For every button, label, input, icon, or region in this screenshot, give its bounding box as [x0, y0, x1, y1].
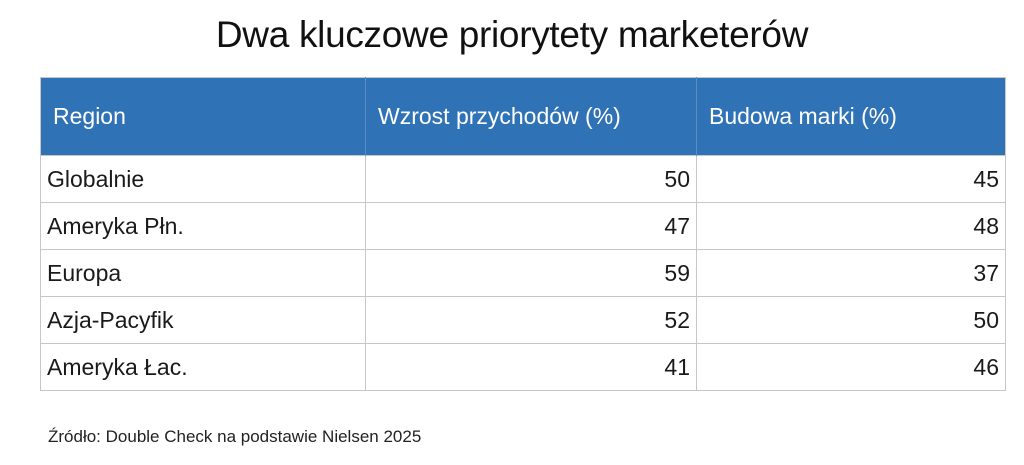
table-header-row: Region Wzrost przychodów (%) Budowa mark…: [40, 77, 1006, 156]
chart-title: Dwa kluczowe priorytety marketerów: [215, 14, 809, 55]
table-row: Ameryka Płn. 47 48: [40, 202, 1006, 250]
revenue-growth-cell: 50: [365, 155, 697, 203]
region-cell: Europa: [40, 249, 366, 297]
table-row: Europa 59 37: [40, 249, 1006, 297]
brand-building-cell: 46: [696, 343, 1006, 391]
region-cell: Ameryka Płn.: [40, 202, 366, 250]
priorities-table: Region Wzrost przychodów (%) Budowa mark…: [40, 77, 1006, 391]
table-row: Globalnie 50 45: [40, 155, 1006, 203]
brand-building-cell: 50: [696, 296, 1006, 344]
revenue-growth-cell: 59: [365, 249, 697, 297]
revenue-growth-cell: 41: [365, 343, 697, 391]
column-header-revenue-growth: Wzrost przychodów (%): [365, 77, 697, 156]
brand-building-cell: 48: [696, 202, 1006, 250]
revenue-growth-cell: 52: [365, 296, 697, 344]
region-cell: Globalnie: [40, 155, 366, 203]
brand-building-cell: 45: [696, 155, 1006, 203]
region-cell: Azja-Pacyfik: [40, 296, 366, 344]
column-header-brand-building: Budowa marki (%): [696, 77, 1006, 156]
region-cell: Ameryka Łac.: [40, 343, 366, 391]
source-note: Źródło: Double Check na podstawie Nielse…: [48, 427, 422, 446]
table-row: Ameryka Łac. 41 46: [40, 343, 1006, 391]
column-header-region: Region: [40, 77, 366, 156]
brand-building-cell: 37: [696, 249, 1006, 297]
revenue-growth-cell: 47: [365, 202, 697, 250]
table-row: Azja-Pacyfik 52 50: [40, 296, 1006, 344]
